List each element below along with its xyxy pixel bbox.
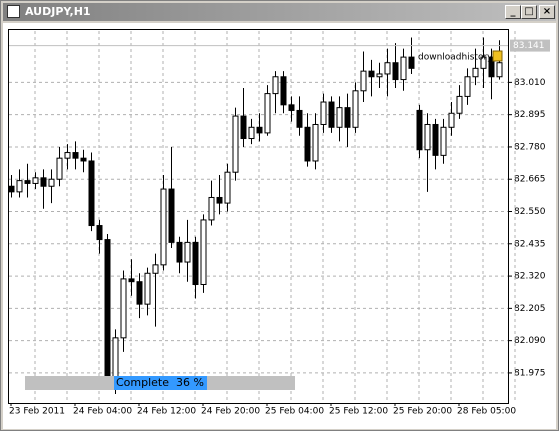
candle-body (24, 180, 31, 184)
candle-body (72, 152, 79, 159)
x-tick-label: 25 Feb 20:00 (393, 407, 452, 417)
candle-body (336, 107, 343, 128)
candle-body (256, 126, 263, 134)
candle-body (240, 115, 247, 140)
candle-body (104, 239, 111, 378)
progress-highlight (114, 376, 207, 390)
candle-body (400, 56, 407, 81)
candle-body (480, 56, 487, 69)
candle-body (376, 73, 383, 78)
candle-body (96, 225, 103, 241)
y-tick-label: 83.010 (514, 78, 546, 88)
candle-body (456, 95, 463, 114)
progress-label: Complete 36 % (116, 376, 204, 389)
candle-body (344, 107, 351, 128)
y-tick-label: 82.090 (514, 336, 546, 346)
candle-body (352, 90, 359, 128)
window-title: AUDJPY,H1 (25, 5, 91, 18)
current-price-box (510, 39, 550, 52)
x-tick-label: 28 Feb 05:00 (457, 407, 516, 417)
candle-body (440, 126, 447, 156)
y-tick-label: 82.320 (514, 272, 546, 282)
candle-body (296, 109, 303, 128)
candle-body (280, 76, 287, 106)
y-tick-label: 82.435 (514, 239, 546, 249)
maximize-button[interactable]: □ (521, 5, 537, 19)
candle-body (368, 70, 375, 78)
y-tick-label: 82.665 (514, 175, 546, 185)
candle-body (48, 178, 55, 187)
y-tick-label: 82.780 (514, 142, 546, 152)
candle-body (136, 281, 143, 305)
close-button[interactable]: × (539, 5, 555, 19)
candle-body (192, 241, 199, 285)
candle-body (328, 101, 335, 128)
candle-body (472, 67, 479, 78)
x-tick-label: 24 Feb 12:00 (137, 407, 196, 417)
candle-body (360, 70, 367, 92)
chart: 81.975 82.090 82.205 82.320 82.435 82.550 82.6… (3, 23, 556, 429)
candle-body (392, 62, 399, 81)
x-tick-label: 24 Feb 04:00 (73, 407, 132, 417)
candle-body (152, 264, 159, 274)
candle-body (224, 171, 231, 204)
x-tick-label: 25 Feb 12:00 (329, 407, 388, 417)
candle-body (64, 152, 71, 159)
candle-body (288, 104, 295, 111)
candle-body (464, 76, 471, 97)
chart-background (3, 23, 556, 429)
candle-body (200, 219, 207, 285)
plot-border (8, 29, 509, 404)
candle-body (248, 126, 255, 140)
y-tick-label: 82.205 (514, 304, 546, 314)
candle-body (16, 180, 23, 193)
candle-body (264, 93, 271, 134)
candle-body (304, 126, 311, 162)
expert-icon (492, 50, 503, 62)
annotation: downloadhistory (418, 53, 493, 63)
candle-body (448, 112, 455, 128)
y-tick-label: 82.550 (514, 207, 546, 217)
candle-body (32, 177, 39, 184)
candle-body (416, 109, 423, 151)
candle-body (312, 123, 319, 162)
candle-body (112, 337, 119, 378)
candle-body (432, 123, 439, 156)
candle-body (8, 185, 15, 193)
candle-body (176, 241, 183, 263)
y-tick-label: 82.895 (514, 110, 546, 120)
candle-body (320, 101, 327, 125)
candle-body (128, 278, 135, 283)
candle-body (40, 177, 47, 187)
candle-body (408, 56, 415, 69)
candle-body (120, 278, 127, 339)
window-icon (7, 5, 20, 18)
candle-body (272, 76, 279, 95)
candle-body (496, 62, 503, 78)
current-price-label: 83.141 (513, 41, 545, 51)
candle-body (232, 115, 239, 173)
x-tick-label: 25 Feb 04:00 (265, 407, 324, 417)
x-tick-label: 24 Feb 20:00 (201, 407, 260, 417)
candle-body (88, 160, 95, 227)
candle-body (80, 157, 87, 162)
x-tick-label: 23 Feb 2011 (9, 407, 65, 417)
candle-body (208, 196, 215, 221)
y-tick-label: 81.975 (514, 368, 546, 378)
candle-body (184, 241, 191, 263)
candle-body (216, 196, 223, 204)
candle-body (160, 188, 167, 266)
candle-body (488, 56, 495, 78)
candle-body (56, 157, 63, 180)
candle-body (424, 123, 431, 151)
title-bar: AUDJPY,H1 _ □ × (3, 3, 556, 21)
minimize-button[interactable]: _ (505, 5, 521, 19)
candle-body (384, 62, 391, 75)
candle-body (144, 272, 151, 305)
candle-body (168, 188, 175, 243)
